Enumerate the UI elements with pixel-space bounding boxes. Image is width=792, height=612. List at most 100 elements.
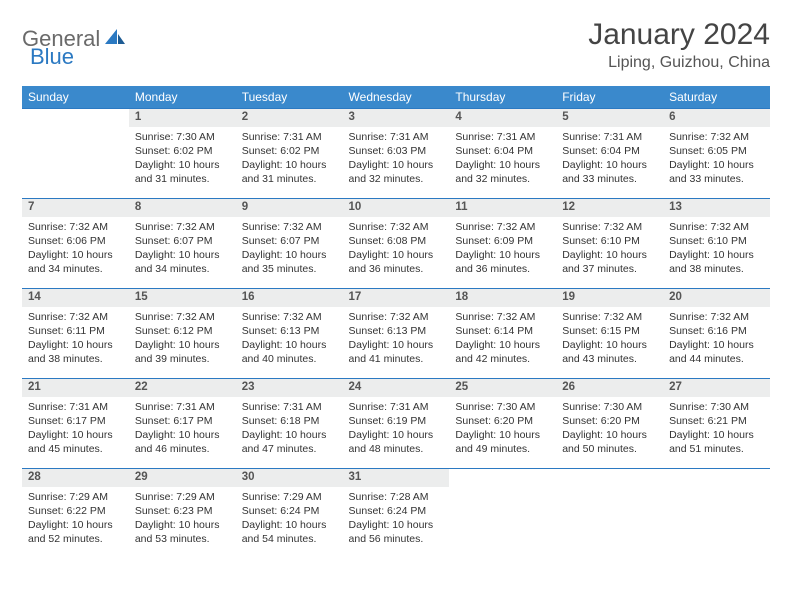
sunset-text: Sunset: 6:18 PM (242, 414, 337, 428)
sunrise-text: Sunrise: 7:32 AM (242, 310, 337, 324)
day-number: 25 (449, 379, 556, 397)
day-cell: Sunrise: 7:32 AMSunset: 6:15 PMDaylight:… (556, 307, 663, 379)
day-number: 21 (22, 379, 129, 397)
day-cell: Sunrise: 7:29 AMSunset: 6:22 PMDaylight:… (22, 487, 129, 559)
sunrise-text: Sunrise: 7:32 AM (455, 310, 550, 324)
daylight-text: Daylight: 10 hours and 51 minutes. (669, 428, 764, 456)
weekday-header-row: Sunday Monday Tuesday Wednesday Thursday… (22, 86, 770, 109)
day-content-row: Sunrise: 7:29 AMSunset: 6:22 PMDaylight:… (22, 487, 770, 559)
sunset-text: Sunset: 6:06 PM (28, 234, 123, 248)
sunrise-text: Sunrise: 7:29 AM (28, 490, 123, 504)
daylight-text: Daylight: 10 hours and 36 minutes. (349, 248, 444, 276)
sunrise-text: Sunrise: 7:32 AM (28, 220, 123, 234)
weekday-header: Sunday (22, 86, 129, 109)
day-cell: Sunrise: 7:32 AMSunset: 6:08 PMDaylight:… (343, 217, 450, 289)
sunrise-text: Sunrise: 7:32 AM (669, 220, 764, 234)
sunset-text: Sunset: 6:17 PM (28, 414, 123, 428)
day-cell: Sunrise: 7:32 AMSunset: 6:09 PMDaylight:… (449, 217, 556, 289)
daylight-text: Daylight: 10 hours and 31 minutes. (135, 158, 230, 186)
title-block: January 2024 Liping, Guizhou, China (588, 18, 770, 72)
daylight-text: Daylight: 10 hours and 48 minutes. (349, 428, 444, 456)
sunrise-text: Sunrise: 7:28 AM (349, 490, 444, 504)
day-cell (449, 487, 556, 559)
day-number: 15 (129, 289, 236, 307)
sunrise-text: Sunrise: 7:32 AM (669, 310, 764, 324)
sunrise-text: Sunrise: 7:32 AM (28, 310, 123, 324)
day-number: 18 (449, 289, 556, 307)
daylight-text: Daylight: 10 hours and 40 minutes. (242, 338, 337, 366)
sunset-text: Sunset: 6:23 PM (135, 504, 230, 518)
daylight-text: Daylight: 10 hours and 44 minutes. (669, 338, 764, 366)
sunset-text: Sunset: 6:16 PM (669, 324, 764, 338)
day-cell: Sunrise: 7:30 AMSunset: 6:02 PMDaylight:… (129, 127, 236, 199)
day-cell: Sunrise: 7:32 AMSunset: 6:11 PMDaylight:… (22, 307, 129, 379)
daylight-text: Daylight: 10 hours and 46 minutes. (135, 428, 230, 456)
sunrise-text: Sunrise: 7:31 AM (135, 400, 230, 414)
sunset-text: Sunset: 6:12 PM (135, 324, 230, 338)
sunset-text: Sunset: 6:20 PM (455, 414, 550, 428)
daylight-text: Daylight: 10 hours and 37 minutes. (562, 248, 657, 276)
sunset-text: Sunset: 6:04 PM (455, 144, 550, 158)
sunset-text: Sunset: 6:13 PM (242, 324, 337, 338)
daylight-text: Daylight: 10 hours and 38 minutes. (669, 248, 764, 276)
daylight-text: Daylight: 10 hours and 38 minutes. (28, 338, 123, 366)
day-cell: Sunrise: 7:32 AMSunset: 6:06 PMDaylight:… (22, 217, 129, 289)
sunrise-text: Sunrise: 7:31 AM (349, 400, 444, 414)
sunrise-text: Sunrise: 7:32 AM (455, 220, 550, 234)
sunset-text: Sunset: 6:13 PM (349, 324, 444, 338)
weekday-header: Thursday (449, 86, 556, 109)
weekday-header: Monday (129, 86, 236, 109)
sunrise-text: Sunrise: 7:29 AM (242, 490, 337, 504)
location-text: Liping, Guizhou, China (588, 54, 770, 72)
sunrise-text: Sunrise: 7:32 AM (349, 310, 444, 324)
daylight-text: Daylight: 10 hours and 34 minutes. (28, 248, 123, 276)
day-cell: Sunrise: 7:29 AMSunset: 6:23 PMDaylight:… (129, 487, 236, 559)
sunrise-text: Sunrise: 7:29 AM (135, 490, 230, 504)
day-cell: Sunrise: 7:29 AMSunset: 6:24 PMDaylight:… (236, 487, 343, 559)
day-number: 27 (663, 379, 770, 397)
daylight-text: Daylight: 10 hours and 54 minutes. (242, 518, 337, 546)
sunrise-text: Sunrise: 7:31 AM (242, 400, 337, 414)
day-number (556, 469, 663, 487)
day-number: 6 (663, 109, 770, 127)
weekday-header: Wednesday (343, 86, 450, 109)
day-number: 12 (556, 199, 663, 217)
sunrise-text: Sunrise: 7:31 AM (349, 130, 444, 144)
day-number-row: 14151617181920 (22, 289, 770, 307)
sunrise-text: Sunrise: 7:30 AM (135, 130, 230, 144)
day-number: 5 (556, 109, 663, 127)
day-number: 14 (22, 289, 129, 307)
day-number: 29 (129, 469, 236, 487)
daylight-text: Daylight: 10 hours and 47 minutes. (242, 428, 337, 456)
sunset-text: Sunset: 6:05 PM (669, 144, 764, 158)
day-cell: Sunrise: 7:31 AMSunset: 6:19 PMDaylight:… (343, 397, 450, 469)
sunset-text: Sunset: 6:14 PM (455, 324, 550, 338)
day-cell: Sunrise: 7:32 AMSunset: 6:13 PMDaylight:… (343, 307, 450, 379)
sunrise-text: Sunrise: 7:30 AM (669, 400, 764, 414)
day-number: 9 (236, 199, 343, 217)
day-cell (556, 487, 663, 559)
day-content-row: Sunrise: 7:31 AMSunset: 6:17 PMDaylight:… (22, 397, 770, 469)
sunrise-text: Sunrise: 7:31 AM (562, 130, 657, 144)
sunset-text: Sunset: 6:07 PM (242, 234, 337, 248)
header: General January 2024 Liping, Guizhou, Ch… (22, 18, 770, 72)
sunrise-text: Sunrise: 7:32 AM (349, 220, 444, 234)
day-cell: Sunrise: 7:30 AMSunset: 6:21 PMDaylight:… (663, 397, 770, 469)
day-cell: Sunrise: 7:32 AMSunset: 6:07 PMDaylight:… (236, 217, 343, 289)
day-cell: Sunrise: 7:32 AMSunset: 6:12 PMDaylight:… (129, 307, 236, 379)
daylight-text: Daylight: 10 hours and 35 minutes. (242, 248, 337, 276)
day-cell: Sunrise: 7:31 AMSunset: 6:17 PMDaylight:… (22, 397, 129, 469)
logo-text-blue: Blue (30, 44, 74, 69)
sunset-text: Sunset: 6:15 PM (562, 324, 657, 338)
sunset-text: Sunset: 6:07 PM (135, 234, 230, 248)
sunrise-text: Sunrise: 7:31 AM (28, 400, 123, 414)
daylight-text: Daylight: 10 hours and 33 minutes. (669, 158, 764, 186)
day-number: 23 (236, 379, 343, 397)
daylight-text: Daylight: 10 hours and 36 minutes. (455, 248, 550, 276)
sunrise-text: Sunrise: 7:32 AM (135, 310, 230, 324)
day-number (663, 469, 770, 487)
daylight-text: Daylight: 10 hours and 56 minutes. (349, 518, 444, 546)
day-cell: Sunrise: 7:31 AMSunset: 6:02 PMDaylight:… (236, 127, 343, 199)
day-cell: Sunrise: 7:31 AMSunset: 6:04 PMDaylight:… (556, 127, 663, 199)
day-number: 11 (449, 199, 556, 217)
